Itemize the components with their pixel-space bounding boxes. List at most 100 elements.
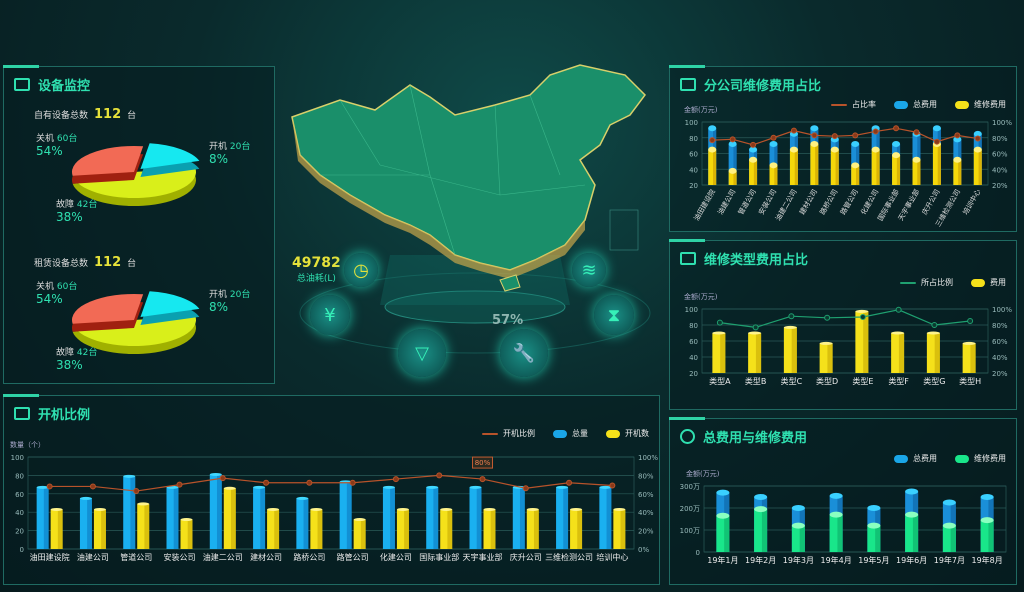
y-axis-label: 金额(万元) (684, 105, 718, 114)
bar-shade (57, 509, 63, 549)
bar-shade (230, 488, 236, 549)
x-tick-label: 化建公司 (380, 552, 412, 562)
y2-tick-label: 40% (992, 354, 1008, 362)
bar-shade (173, 487, 179, 549)
pie-slice-开机 (140, 291, 200, 317)
y-tick-label: 100 (685, 119, 698, 127)
panel-title: 总费用与维修费用 (703, 431, 808, 446)
bar-top (892, 152, 901, 159)
bar-top (962, 341, 976, 345)
bar-top (209, 472, 222, 476)
bar-top (791, 505, 805, 511)
y-axis-label: 金额(万元) (686, 469, 720, 478)
map-area: 49782 总油耗(L) ◷ ¥ ▽ 🔧 ≋ ⧗ 57% (280, 55, 665, 395)
bar-维修费用 (912, 159, 921, 185)
line-point (954, 132, 961, 139)
rent-device-pie (72, 291, 200, 354)
pie-label-on: 开机 20台 8% (209, 290, 251, 314)
bar-top (819, 341, 833, 345)
bar-shade (978, 149, 982, 185)
x-tick-label: 类型H (959, 376, 981, 386)
line-point (263, 479, 270, 486)
line-point (349, 479, 356, 486)
x-tick-label: 建材公司 (250, 552, 282, 562)
line-point (811, 132, 818, 139)
pie-slice-开机 (140, 143, 200, 169)
bar-top (973, 130, 982, 137)
bar-top (123, 474, 136, 478)
x-tick-label: 油建公司 (716, 188, 738, 217)
x-tick-label: 路桥公司 (293, 552, 325, 562)
wrench-icon[interactable]: 🔧 (500, 329, 548, 377)
tooltip-text: 80% (475, 459, 491, 467)
tooltip-box (472, 456, 493, 469)
bar-维修费用 (932, 144, 941, 185)
y-tick-label: 100万 (680, 527, 700, 535)
bar-top (310, 507, 323, 511)
bar-top (754, 494, 768, 500)
bar-shade (958, 159, 962, 185)
bar-shade (799, 525, 805, 552)
bar-top (79, 496, 92, 500)
bar-top (708, 146, 717, 153)
x-tick-label: 国际事业部 (419, 552, 459, 562)
y2-tick-label: 60% (638, 491, 654, 499)
y2-tick-label: 100% (638, 454, 658, 462)
bar-shade (917, 159, 921, 185)
line-point (913, 129, 920, 136)
bar-top (953, 136, 962, 143)
line-point (933, 138, 940, 145)
bar-top (912, 156, 921, 163)
bar-shade (713, 149, 717, 185)
branch-cost-chart: 金额(万元) 20 40 60 80 100 20% 40% 60% 80% 100% 油田建设院 油建… (684, 105, 1012, 228)
china-map-shape (291, 64, 646, 271)
bar-top (253, 485, 266, 489)
x-tick-label: 三维检测公司 (545, 552, 593, 562)
x-tick-label: 类型C (781, 376, 803, 386)
x-tick-label: 管道公司 (120, 552, 152, 562)
bar-shade (950, 525, 956, 552)
line-point (89, 483, 96, 490)
panel-title: 维修类型费用占比 (704, 253, 809, 268)
bar-top (728, 167, 737, 174)
y2-tick-label: 40% (638, 509, 654, 517)
hourglass-icon[interactable]: ⧗ (594, 295, 634, 335)
bar-top (382, 485, 395, 489)
bar-top (953, 156, 962, 163)
bar-top (749, 156, 758, 163)
bar-shade (130, 476, 136, 549)
x-tick-label: 19年6月 (896, 555, 927, 565)
x-tick-label: 油田建设院 (692, 188, 717, 223)
bar-top (613, 507, 626, 511)
y-tick-label: 80 (15, 472, 24, 480)
y-tick-label: 40 (15, 509, 24, 517)
bar-shade (827, 343, 833, 373)
timer-icon[interactable]: ◷ (344, 253, 378, 287)
y-tick-label: 0 (20, 546, 24, 554)
x-tick-label: 19年5月 (858, 555, 889, 565)
bar-维修费用 (953, 159, 962, 185)
line-point (46, 483, 53, 490)
bar-shade (761, 509, 768, 552)
trophy-icon (680, 429, 695, 444)
bar-top (783, 325, 797, 329)
y-tick-label: 40 (689, 166, 698, 174)
line-point (893, 125, 900, 132)
y-tick-label: 100 (11, 454, 24, 462)
y-tick-label: 200万 (680, 505, 700, 513)
bar-top (769, 141, 778, 148)
china-map[interactable] (280, 55, 665, 395)
y-axis-label: 金额(万元) (684, 292, 718, 301)
bar-top (905, 488, 919, 495)
line-point (831, 133, 838, 140)
line-point (770, 134, 777, 141)
bar-shade (937, 144, 941, 185)
layers-icon[interactable]: ≋ (572, 253, 606, 287)
bar-top (973, 146, 982, 153)
diamond-icon[interactable]: ▽ (398, 329, 446, 377)
x-tick-label: 类型A (709, 376, 731, 386)
money-bag-icon[interactable]: ¥ (310, 295, 350, 335)
bar-top (980, 517, 994, 524)
bar-shade (856, 165, 860, 185)
bar-top (810, 125, 819, 132)
